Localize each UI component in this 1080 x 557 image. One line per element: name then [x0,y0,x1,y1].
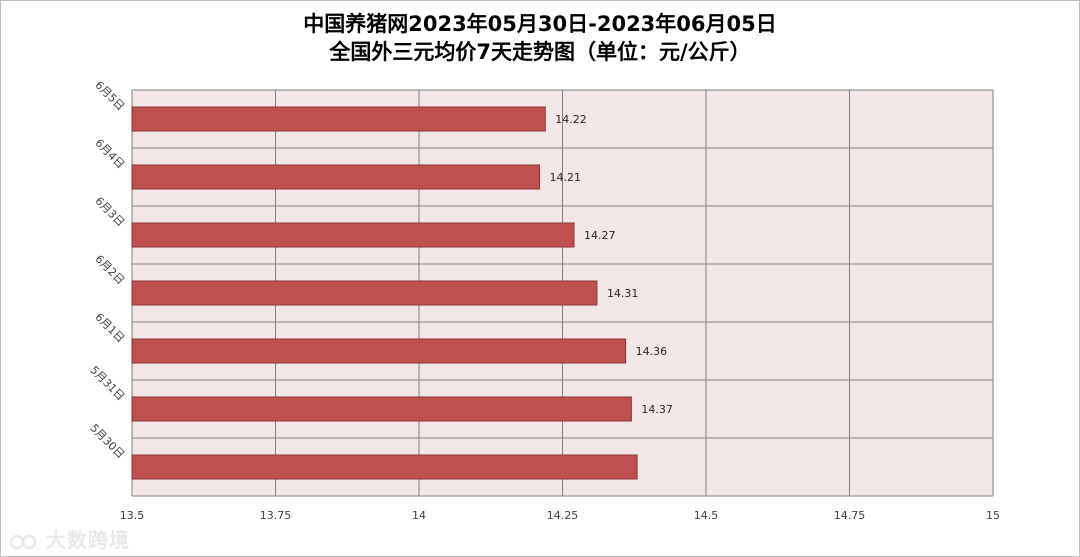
x-tick-label: 14 [412,509,426,522]
y-tick-label: 5月31日 [87,364,127,404]
bar [131,280,598,306]
bar [131,396,632,422]
y-tick-label: 6月1日 [92,310,127,345]
x-tick-label: 14.5 [694,509,719,522]
data-label: 14.37 [641,403,673,416]
data-label: 14.31 [607,287,639,300]
y-tick-label: 6月3日 [92,194,127,229]
chart-title: 中国养猪网2023年05月30日-2023年06月05日 全国外三元均价7天走势… [0,10,1080,66]
x-tick-label: 14.75 [834,509,866,522]
data-label: 14.36 [636,345,668,358]
bar [131,338,627,364]
bar [131,164,541,190]
y-tick-label: 6月4日 [92,136,127,171]
chart-title-line2: 全国外三元均价7天走势图（单位：元/公斤） [329,40,751,64]
watermark: 大数跨境 [10,524,130,553]
bar [131,454,638,480]
data-label: 14.21 [550,171,582,184]
x-tick-label: 15 [986,509,1000,522]
watermark-logo-icon [10,534,37,549]
data-label: 14.22 [555,113,587,126]
data-label: 14.27 [584,229,616,242]
x-tick-label: 14.25 [547,509,579,522]
y-tick-label: 6月2日 [92,252,127,287]
watermark-text: 大数跨境 [45,528,130,552]
x-tick-label: 13.5 [120,509,145,522]
bar [131,106,546,132]
y-tick-label: 6月5日 [92,78,127,113]
y-tick-label: 5月30日 [87,422,127,462]
chart-title-line1: 中国养猪网2023年05月30日-2023年06月05日 [303,12,777,36]
bar [131,222,575,248]
x-tick-label: 13.75 [260,509,292,522]
